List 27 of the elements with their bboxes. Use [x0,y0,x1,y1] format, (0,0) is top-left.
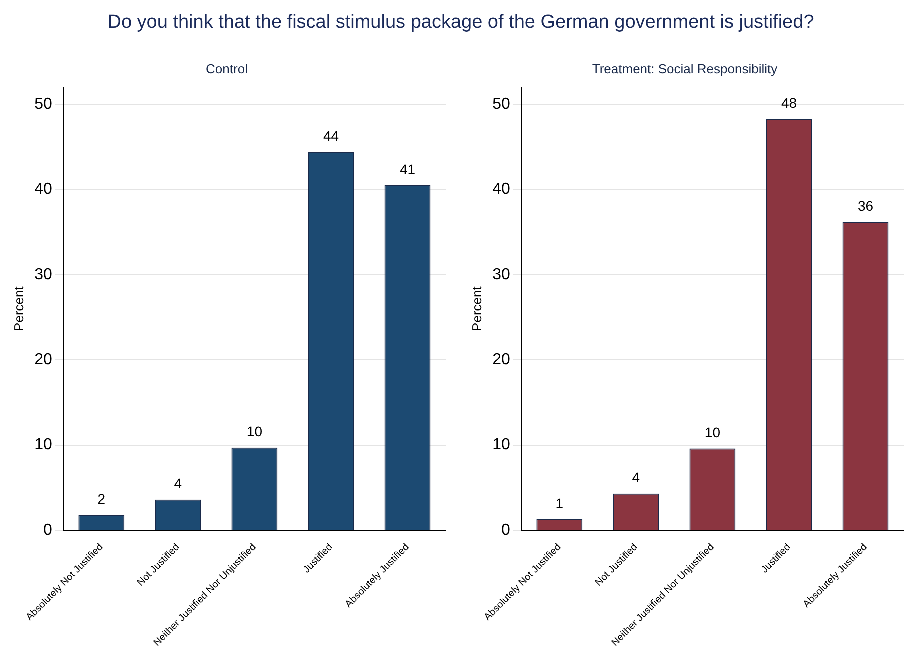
data-label: 36 [858,198,874,214]
chart-title: Do you think that the fiscal stimulus package of the German government is justified? [106,11,816,35]
y-tick-label: 0 [501,522,510,539]
data-label: 4 [174,476,182,492]
data-label: 44 [323,128,340,144]
y-tick-label: 30 [34,266,52,284]
chart-subtitle: Treatment: Social Responsibility [592,61,778,76]
data-label: 4 [632,470,640,486]
y-tick-label: 40 [34,181,52,198]
data-label: 48 [781,94,798,111]
y-tick-label: 50 [492,96,510,114]
y-axis-title: Percent [11,286,26,332]
chart-subtitle: Control [206,61,248,76]
y-tick-label: 20 [492,352,510,369]
data-label: 10 [704,424,721,441]
y-tick-label: 40 [492,181,510,198]
y-axis-title: Percent [469,286,484,332]
data-label: 10 [246,424,263,440]
data-label: 41 [400,161,416,178]
y-tick-label: 30 [492,266,510,284]
y-tick-label: 10 [492,436,510,454]
y-tick-label: 10 [34,436,52,454]
data-label: 2 [98,491,106,508]
y-tick-label: 20 [34,352,52,369]
y-tick-label: 50 [34,96,52,114]
y-tick-label: 0 [43,522,52,539]
data-label: 1 [556,495,564,512]
